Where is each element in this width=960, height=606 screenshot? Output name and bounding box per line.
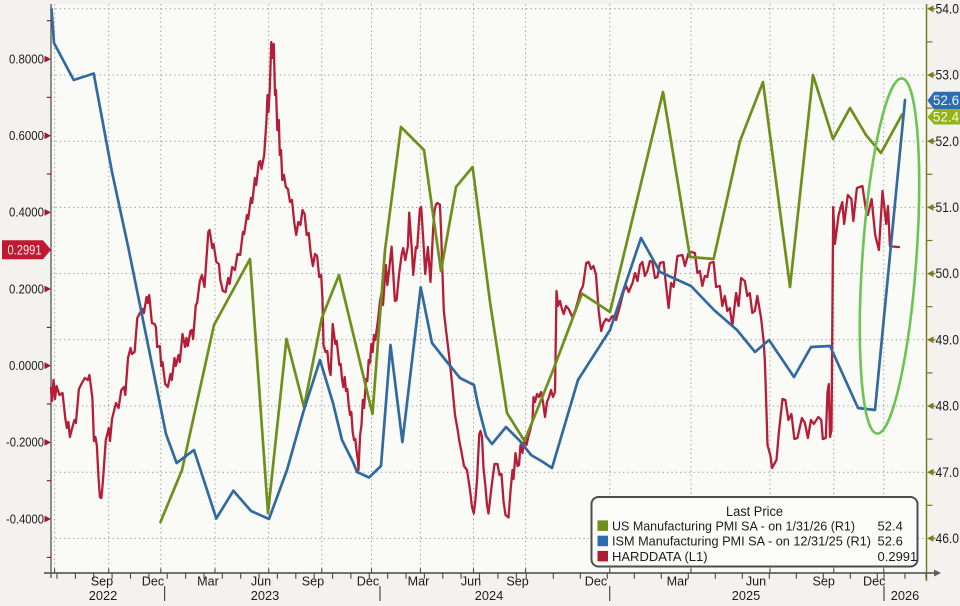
svg-text:0.2991: 0.2991 (8, 243, 42, 258)
svg-text:Sep: Sep (506, 575, 528, 589)
svg-text:2026: 2026 (891, 588, 919, 601)
svg-text:2023: 2023 (251, 588, 279, 601)
svg-text:Mar: Mar (667, 575, 689, 589)
svg-text:47.0: 47.0 (936, 465, 960, 480)
svg-text:0.4000: 0.4000 (9, 205, 44, 220)
svg-text:HARDDATA (L1): HARDDATA (L1) (612, 549, 708, 564)
svg-text:-0.2000: -0.2000 (6, 435, 44, 450)
svg-text:Dec: Dec (142, 575, 164, 589)
svg-text:53.0: 53.0 (936, 68, 960, 83)
svg-text:52.4: 52.4 (933, 110, 960, 125)
svg-text:2022: 2022 (89, 588, 117, 601)
svg-text:Mar: Mar (408, 575, 430, 589)
svg-text:Dec: Dec (863, 575, 885, 589)
svg-text:Mar: Mar (197, 575, 219, 589)
svg-text:52.6: 52.6 (878, 534, 903, 549)
svg-text:Jun: Jun (461, 575, 481, 589)
svg-text:Sep: Sep (302, 575, 324, 589)
svg-text:0.6000: 0.6000 (9, 128, 44, 143)
svg-text:ISM Manufacturing PMI SA - on: ISM Manufacturing PMI SA - on 12/31/25 (… (612, 534, 871, 549)
svg-text:0.2000: 0.2000 (9, 281, 44, 296)
svg-text:52.0: 52.0 (936, 134, 960, 149)
svg-text:50.0: 50.0 (936, 266, 960, 281)
svg-text:Sep: Sep (91, 575, 113, 589)
svg-text:Jun: Jun (746, 575, 766, 589)
svg-text:48.0: 48.0 (936, 399, 960, 414)
svg-text:0.8000: 0.8000 (9, 51, 44, 66)
svg-text:0.0000: 0.0000 (9, 358, 44, 373)
svg-text:2025: 2025 (732, 588, 760, 601)
svg-text:2024: 2024 (475, 588, 503, 601)
svg-text:US Manufacturing PMI SA - on: US Manufacturing PMI SA - on 1/31/26 (R1… (612, 518, 855, 533)
svg-text:51.0: 51.0 (936, 200, 960, 215)
svg-text:46.0: 46.0 (936, 531, 960, 546)
svg-text:49.0: 49.0 (936, 332, 960, 347)
svg-text:Dec: Dec (585, 575, 607, 589)
svg-text:Sep: Sep (812, 575, 834, 589)
svg-text:Jun: Jun (251, 575, 271, 589)
svg-text:52.4: 52.4 (878, 518, 903, 533)
svg-text:Dec: Dec (357, 575, 379, 589)
svg-text:52.6: 52.6 (933, 93, 959, 108)
svg-text:54.0: 54.0 (936, 1, 960, 16)
svg-text:0.2991: 0.2991 (878, 549, 918, 564)
svg-text:-0.4000: -0.4000 (6, 511, 44, 526)
svg-text:Last Price: Last Price (726, 504, 783, 519)
